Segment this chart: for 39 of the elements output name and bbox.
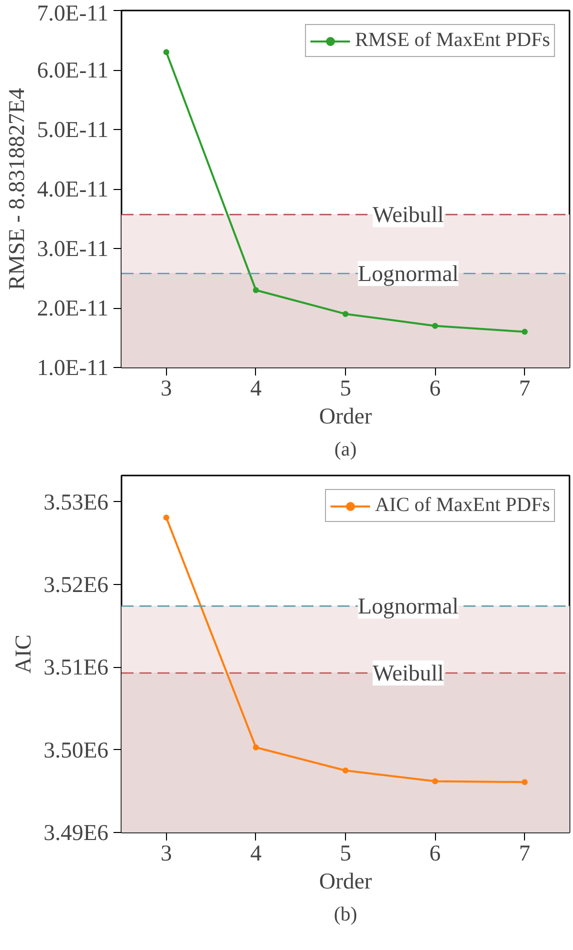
y-tick-label: 3.50E6 — [44, 737, 109, 762]
text: (b) — [334, 904, 358, 926]
x-axis-title: Order — [319, 404, 372, 428]
y-tick-label: 4.0E-11 — [36, 176, 109, 202]
x-tick-label: 4 — [250, 376, 262, 400]
x-tick-label: 3 — [160, 840, 172, 866]
y-tick-label: 5.0E-11 — [36, 117, 109, 142]
y-axis-title: AIC — [10, 634, 36, 674]
y-tick-label: 7.0E-11 — [36, 0, 109, 26]
y-tick-label: 2.0E-11 — [36, 296, 109, 320]
x-tick-label: 5 — [340, 840, 352, 866]
ref-line-label: Lognormal — [358, 594, 459, 619]
ref-line-label: Weibull — [372, 202, 444, 228]
point — [163, 514, 170, 521]
y-tick-label: 6.0E-11 — [36, 58, 109, 82]
point — [342, 768, 348, 774]
x-axis-title: Order — [319, 868, 372, 894]
y-tick-label: 3.53E6 — [44, 489, 109, 514]
ref-line-label: Weibull — [372, 660, 444, 686]
y-tick-label: 3.51E6 — [44, 654, 109, 680]
legend-label: AIC of MaxEnt PDFs — [374, 494, 550, 517]
x-tick-label: 6 — [429, 840, 441, 866]
y-tick-label: 3.52E6 — [44, 572, 109, 598]
x-tick-label: 7 — [519, 376, 530, 400]
x-tick-label: 4 — [250, 840, 262, 866]
y-tick-label: 1.0E-11 — [36, 355, 109, 380]
x-tick-label: 6 — [429, 376, 441, 400]
legend-label: RMSE of MaxEnt PDFs — [354, 29, 550, 52]
x-tick-label: 3 — [160, 376, 172, 400]
ref-line-label: Lognormal — [358, 260, 459, 286]
y-tick-label: 3.0E-11 — [36, 236, 109, 261]
y-axis-title: RMSE - 8.8318827E4 — [4, 88, 29, 290]
x-tick-label: 5 — [340, 376, 352, 400]
text: (a) — [334, 438, 357, 460]
x-tick-label: 7 — [519, 840, 530, 866]
point — [252, 744, 259, 750]
point — [432, 778, 438, 784]
point — [522, 779, 528, 786]
y-tick-label: 3.49E6 — [44, 820, 109, 845]
